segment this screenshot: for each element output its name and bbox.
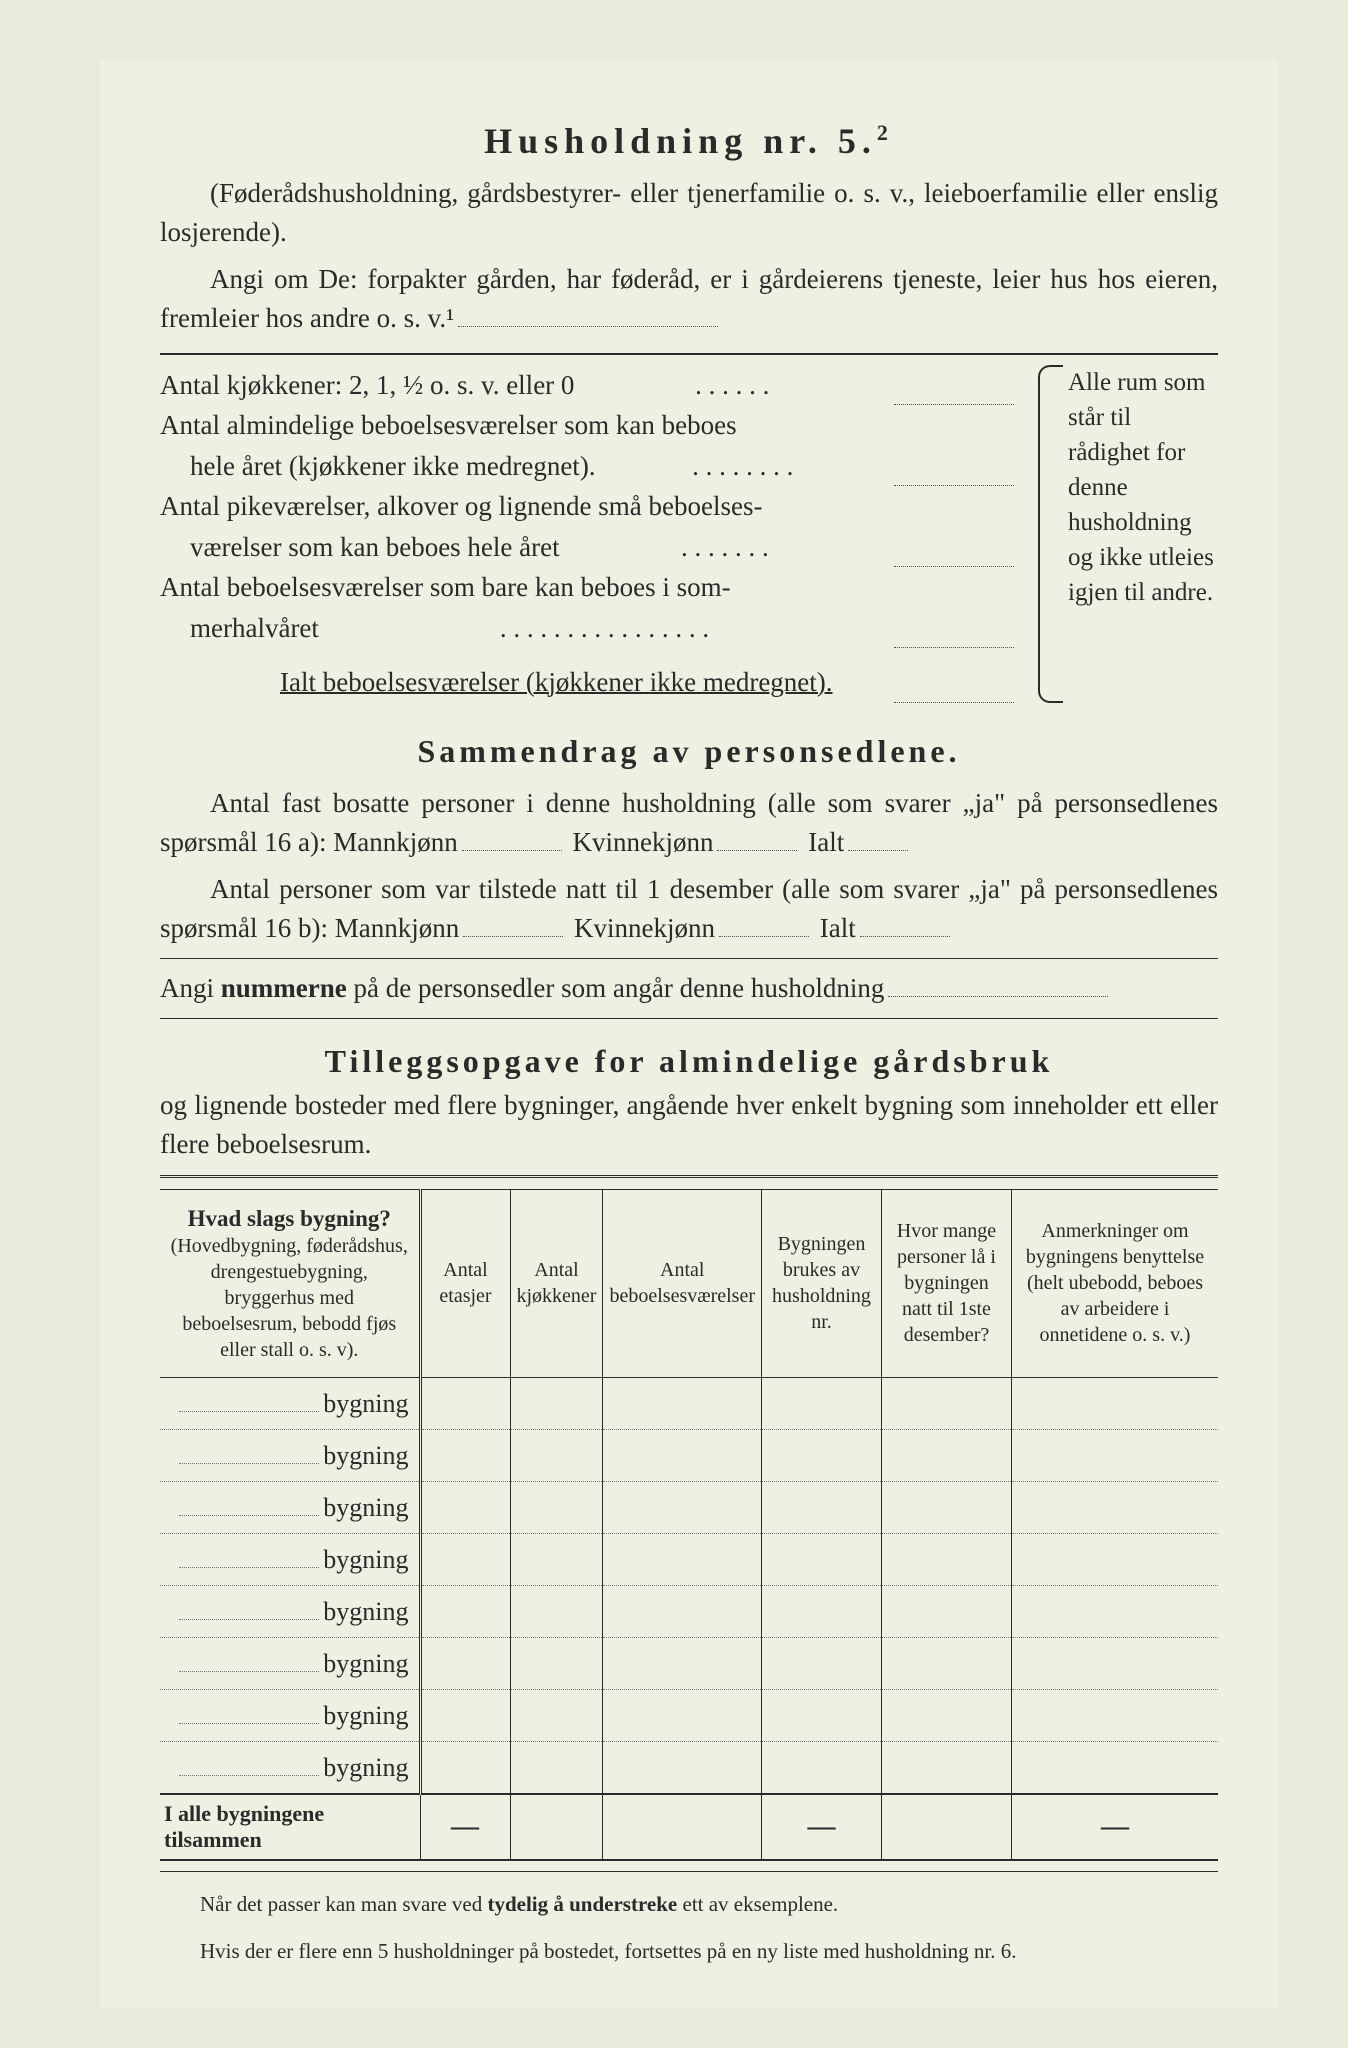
- table-row: bygning: [160, 1378, 1218, 1430]
- supplement-sub: og lignende bosteder med flere bygninger…: [160, 1086, 1218, 1164]
- divider: [160, 1018, 1218, 1019]
- summary-p1: Antal fast bosatte personer i denne hush…: [160, 784, 1218, 862]
- divider: [160, 958, 1218, 959]
- table-row: bygning: [160, 1482, 1218, 1534]
- rooms-section: Antal kjøkkener: 2, 1, ½ o. s. v. eller …: [160, 365, 1218, 703]
- room-q3b: værelser som kan beboes hele året: [160, 527, 560, 568]
- room-q2a: Antal almindelige beboelsesværelser som …: [160, 405, 1018, 446]
- table-row: bygning: [160, 1690, 1218, 1742]
- intro-instruction: Angi om De: forpakter gården, har føderå…: [160, 260, 1218, 338]
- supplement-title: Tilleggsopgave for almindelige gårdsbruk: [160, 1043, 1218, 1080]
- th-rooms: Antal beboelsesværelser: [603, 1189, 762, 1378]
- table-row: bygning: [160, 1534, 1218, 1586]
- table-row: bygning: [160, 1430, 1218, 1482]
- table-row: bygning: [160, 1638, 1218, 1690]
- room-q1: Antal kjøkkener: 2, 1, ½ o. s. v. eller …: [160, 365, 574, 406]
- intro-parenthetical: (Føderådshusholdning, gårdsbestyrer- ell…: [160, 174, 1218, 252]
- divider: [160, 1871, 1218, 1872]
- summary-angi: Angi nummerne på de personsedler som ang…: [160, 969, 1218, 1008]
- table-row: bygning: [160, 1586, 1218, 1638]
- table-total-row: I alle bygningene tilsammen — — —: [160, 1794, 1218, 1860]
- th-household: Bygningen brukes av husholdning nr.: [761, 1189, 881, 1378]
- th-notes: Anmerkninger om bygningens benyttelse (h…: [1011, 1189, 1218, 1378]
- rooms-sidebar: Alle rum som står til rådighet for denne…: [1038, 365, 1218, 703]
- footnote-2: Hvis der er flere enn 5 husholdninger på…: [160, 1937, 1218, 1966]
- room-q4a: Antal beboelsesværelser som bare kan beb…: [160, 567, 1018, 608]
- double-divider: [160, 1175, 1218, 1179]
- th-kitchens: Antal kjøkkener: [510, 1189, 603, 1378]
- th-type: Hvad slags bygning? (Hovedbygning, føder…: [160, 1189, 420, 1378]
- table-row: bygning: [160, 1742, 1218, 1794]
- room-q4b: merhalvåret: [160, 608, 319, 649]
- divider: [160, 353, 1218, 355]
- building-table: Hvad slags bygning? (Hovedbygning, føder…: [160, 1189, 1218, 1861]
- room-q2b: hele året (kjøkkener ikke medregnet).: [160, 446, 596, 487]
- th-persons: Hvor mange personer lå i bygningen natt …: [881, 1189, 1011, 1378]
- summary-title: Sammendrag av personsedlene.: [160, 733, 1218, 770]
- page-title: Husholdning nr. 5.2: [160, 120, 1218, 162]
- summary-p2: Antal personer som var tilstede natt til…: [160, 870, 1218, 948]
- th-floors: Antal etasjer: [420, 1189, 510, 1378]
- room-q3a: Antal pikeværelser, alkover og lignende …: [160, 486, 1018, 527]
- room-total: Ialt beboelsesværelser (kjøkkener ikke m…: [160, 662, 833, 703]
- footnote-1: Når det passer kan man svare ved tydelig…: [160, 1890, 1218, 1919]
